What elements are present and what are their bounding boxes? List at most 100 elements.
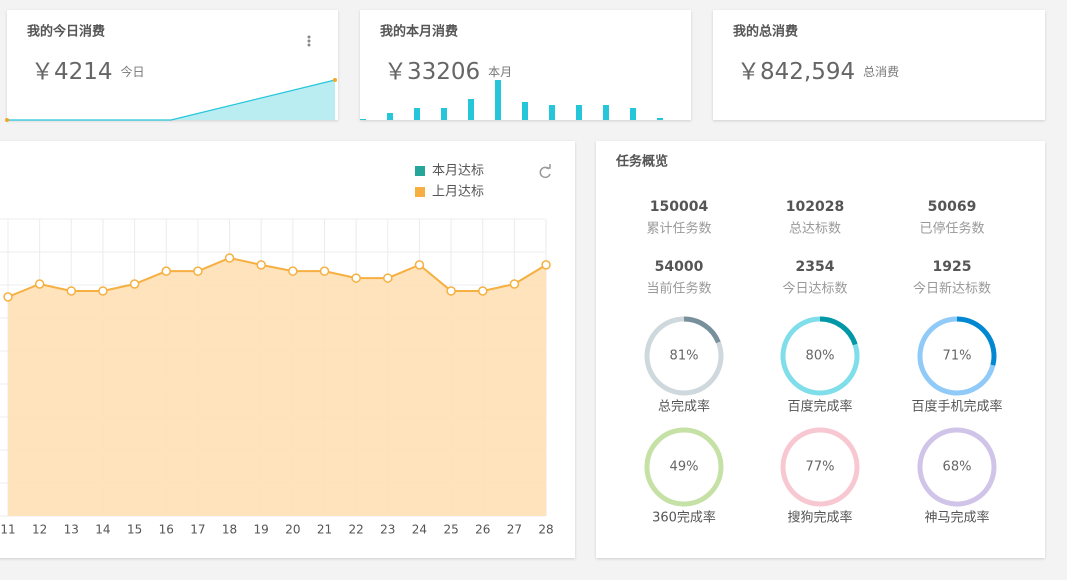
ring-label: 神马完成率 xyxy=(924,510,989,526)
x-tick-label: 21 xyxy=(317,523,332,537)
x-tick-label: 16 xyxy=(159,523,174,537)
x-tick-label: 18 xyxy=(222,523,237,537)
point-marker xyxy=(34,279,45,289)
card xyxy=(596,141,1045,558)
ring-label: 搜狗完成率 xyxy=(787,510,852,526)
card-title: 我的今日消费 xyxy=(27,24,105,40)
x-tick-label: 11 xyxy=(0,523,15,537)
stat-value: 50069 xyxy=(928,199,977,215)
ring-label: 百度手机完成率 xyxy=(911,399,1002,415)
legend-swatch xyxy=(415,187,425,197)
card-amount: ￥4214 今日 xyxy=(31,59,145,85)
point-marker xyxy=(5,118,9,122)
bar xyxy=(387,113,393,120)
bar xyxy=(657,118,663,120)
ring-value: 68% xyxy=(943,460,972,475)
ring-remainder xyxy=(819,316,858,346)
x-tick-label: 26 xyxy=(475,523,490,537)
card xyxy=(360,10,691,120)
card-amount: ￥33206 本月 xyxy=(384,59,512,85)
ring-remainder xyxy=(819,427,860,463)
card-amount: ￥842,594 总消费 xyxy=(737,59,899,85)
ring-progress xyxy=(780,316,860,396)
amount-unit: 总消费 xyxy=(863,65,899,79)
stat-value: 150004 xyxy=(650,199,709,215)
card-title: 我的本月消费 xyxy=(380,24,458,40)
point-marker xyxy=(98,286,108,296)
point-marker xyxy=(288,266,298,276)
card-title: 任务概览 xyxy=(615,154,668,170)
bar xyxy=(549,105,555,120)
stat-label: 累计任务数 xyxy=(646,221,711,237)
bar xyxy=(495,80,501,120)
area-fill xyxy=(7,80,335,120)
point-marker xyxy=(193,266,203,276)
stat-value: 54000 xyxy=(655,259,704,275)
bar xyxy=(441,108,447,120)
ring-value: 81% xyxy=(670,349,699,364)
legend-label: 本月达标 xyxy=(432,164,484,179)
bar xyxy=(630,108,636,120)
point-marker xyxy=(224,253,235,263)
x-tick-label: 24 xyxy=(412,523,427,537)
ring-remainder xyxy=(683,316,721,344)
x-tick-label: 19 xyxy=(254,523,269,537)
card xyxy=(713,10,1045,120)
point-marker xyxy=(3,292,13,302)
x-tick-label: 23 xyxy=(380,523,395,537)
bar xyxy=(522,102,528,120)
card-title: 我的总消费 xyxy=(733,24,798,40)
area-line xyxy=(7,79,336,121)
x-tick-label: 20 xyxy=(285,523,300,537)
amount-value: ￥33206 xyxy=(384,59,480,85)
point-marker xyxy=(509,279,520,289)
stat-label: 今日达标数 xyxy=(782,281,847,297)
point-marker xyxy=(383,273,393,283)
point-marker xyxy=(478,286,488,296)
stat-value: 2354 xyxy=(796,259,835,275)
point-marker xyxy=(129,279,140,289)
stat-value: 1925 xyxy=(933,259,972,275)
x-tick-label: 28 xyxy=(538,523,553,537)
ring-remainder xyxy=(956,427,997,484)
point-marker xyxy=(414,260,425,270)
x-tick-label: 27 xyxy=(507,523,522,537)
ring-label: 百度完成率 xyxy=(787,399,852,415)
amount-value: ￥842,594 xyxy=(737,59,855,85)
ring-progress xyxy=(644,427,685,507)
x-tick-label: 13 xyxy=(64,523,79,537)
point-marker xyxy=(319,266,330,276)
refresh-icon[interactable] xyxy=(539,164,551,179)
stat-value: 102028 xyxy=(786,199,844,215)
ring-value: 80% xyxy=(806,349,835,364)
ring-progress xyxy=(917,427,993,507)
ring-progress xyxy=(780,427,860,507)
stat-label: 当前任务数 xyxy=(646,281,711,297)
stat-label: 今日新达标数 xyxy=(913,281,991,297)
amount-unit: 今日 xyxy=(121,64,145,79)
x-tick-label: 17 xyxy=(190,523,205,537)
legend-swatch xyxy=(415,166,425,176)
point-marker xyxy=(446,286,456,296)
bar xyxy=(603,105,609,120)
x-tick-label: 22 xyxy=(349,523,364,537)
x-tick-label: 12 xyxy=(32,523,47,537)
ring-value: 71% xyxy=(943,349,972,364)
point-marker xyxy=(256,260,266,270)
series-line xyxy=(7,256,547,298)
stat-label: 总达标数 xyxy=(789,222,841,237)
amount-value: ￥4214 xyxy=(31,59,113,85)
bar xyxy=(576,105,582,120)
menu-icon[interactable] xyxy=(307,35,311,47)
ring-label: 总完成率 xyxy=(658,399,710,415)
point-marker xyxy=(66,286,77,296)
point-marker xyxy=(333,78,337,82)
ring-value: 77% xyxy=(806,460,835,475)
bar xyxy=(468,99,474,120)
amount-unit: 本月 xyxy=(488,65,512,79)
ring-progress xyxy=(917,316,996,396)
ring-label: 360完成率 xyxy=(652,510,716,526)
x-tick-label: 25 xyxy=(443,523,458,537)
